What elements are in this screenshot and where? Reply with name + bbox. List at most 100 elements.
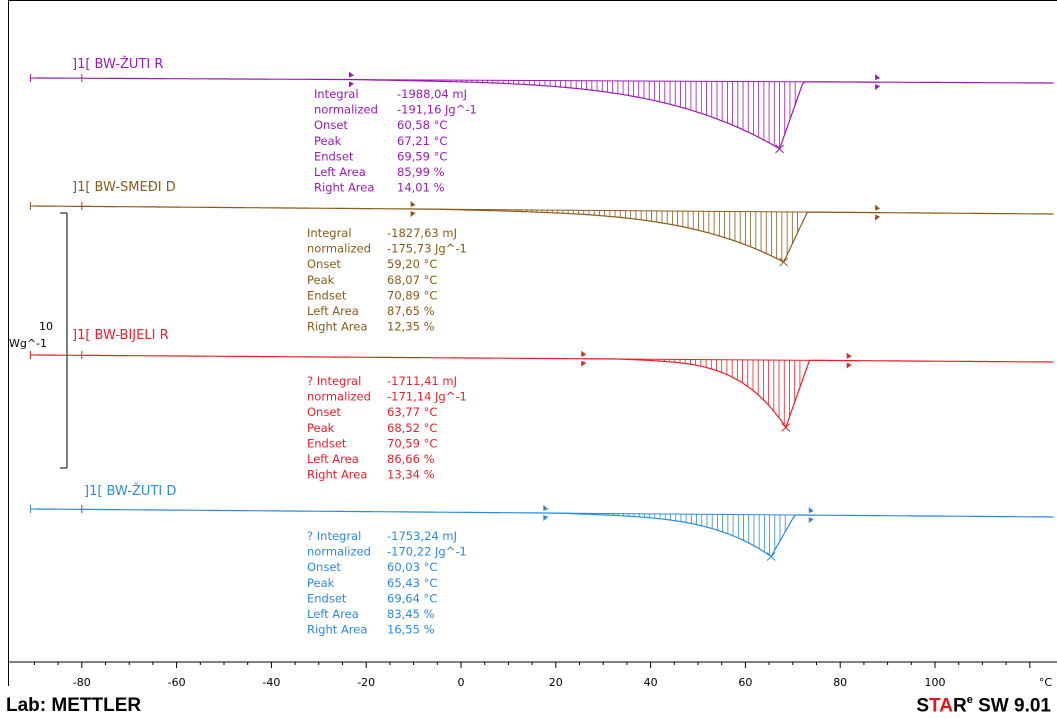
result-value: 70,89 °C (387, 288, 437, 302)
result-label: Endset (307, 591, 347, 605)
result-value: 83,45 % (387, 607, 435, 621)
result-value: -170,22 Jg^-1 (387, 545, 467, 559)
dsc-curve (34, 508, 1054, 557)
result-label: normalized (314, 103, 378, 117)
limit-marker (410, 200, 416, 217)
limit-marker (581, 350, 587, 367)
result-value: 63,77 °C (387, 405, 437, 419)
integration-baseline (351, 79, 879, 83)
result-value: -175,73 Jg^-1 (387, 242, 467, 256)
x-tick-label: 60 (738, 676, 752, 689)
x-tick-label: 100 (925, 676, 946, 689)
x-tick-label: 40 (644, 676, 658, 689)
result-value: -191,16 Jg^-1 (397, 103, 477, 117)
result-label: Onset (314, 118, 348, 132)
dsc-curve (34, 205, 1054, 263)
lab-label: Lab: METTLER (6, 695, 142, 716)
result-value: 12,35 % (387, 320, 435, 334)
result-label: ? Integral (307, 374, 361, 388)
result-value: 68,07 °C (387, 273, 437, 287)
limit-marker (875, 204, 881, 221)
result-value: -1827,63 mJ (387, 226, 457, 240)
result-label: Right Area (307, 623, 367, 637)
result-label: Left Area (307, 452, 359, 466)
curve-label: ]1[ BW-SMEĐI D (72, 180, 176, 195)
result-value: 13,34 % (387, 468, 435, 482)
x-tick-label: -20 (357, 676, 375, 689)
result-value: 14,01 % (397, 181, 445, 195)
brand-sup: e (966, 694, 973, 706)
dsc-chart: -80 -60 -40 -20 0 20 40 60 80 100 °C 10 Wg^-1]1[ BW-… (8, 56, 1057, 689)
x-tick-label: 80 (833, 676, 847, 689)
curve-label: ]1[ BW-ŽUTI D (84, 483, 176, 499)
integration-baseline (546, 512, 812, 516)
result-label: Peak (307, 576, 335, 590)
result-label: Peak (307, 273, 335, 287)
result-label: Right Area (307, 320, 367, 334)
result-label: ? Integral (307, 529, 361, 543)
result-label: normalized (307, 545, 371, 559)
result-value: 85,99 % (397, 165, 445, 179)
peak-marker (775, 144, 784, 154)
peak-marker (781, 423, 791, 432)
result-label: Left Area (314, 165, 366, 179)
limit-marker (348, 71, 354, 88)
result-value: -1988,04 mJ (397, 87, 467, 101)
curve-label: ]1[ BW-ŽUTI R (72, 56, 163, 72)
result-value: 70,59 °C (387, 436, 437, 450)
x-tick-label: -40 (262, 676, 280, 689)
result-label: Left Area (307, 607, 359, 621)
result-value: -1753,24 mJ (387, 529, 457, 543)
result-value: 67,21 °C (397, 134, 447, 148)
result-value: 69,64 °C (387, 591, 437, 605)
result-value: 60,03 °C (387, 560, 437, 574)
limit-marker (875, 74, 881, 91)
result-value: -171,14 Jg^-1 (387, 390, 467, 404)
plot-frame (8, 0, 1057, 686)
x-axis-unit: °C (1039, 676, 1053, 689)
peak-marker (766, 552, 776, 561)
brand-a: A (939, 695, 953, 717)
x-tick-label: -80 (73, 676, 91, 689)
peak-marker (779, 257, 789, 267)
result-label: Onset (307, 560, 341, 574)
result-label: Integral (307, 226, 352, 240)
result-value: 59,20 °C (387, 257, 437, 271)
result-value: 60,58 °C (397, 118, 447, 132)
integration-baseline (413, 208, 879, 214)
brand-t: T (929, 695, 940, 717)
limit-marker (543, 505, 549, 522)
result-value: 65,43 °C (387, 576, 437, 590)
star-brand: STARe SW 9.01 (916, 694, 1051, 717)
result-value: 86,66 % (387, 452, 435, 466)
brand-tail: SW 9.01 (972, 695, 1051, 717)
result-label: Left Area (307, 304, 359, 318)
result-value: 16,55 % (387, 623, 435, 637)
result-label: Right Area (307, 468, 367, 482)
result-label: Endset (314, 149, 354, 163)
result-label: Peak (314, 134, 342, 148)
limit-marker (846, 352, 852, 369)
result-value: 69,59 °C (397, 149, 447, 163)
result-label: normalized (307, 242, 371, 256)
brand-r: R (952, 695, 967, 717)
result-label: Right Area (314, 181, 374, 195)
result-value: -1711,41 mJ (387, 374, 457, 388)
y-scale-value: 10 (39, 320, 53, 333)
curve-label: ]1[ BW-BIJELI R (72, 328, 169, 343)
brand-s: S (916, 695, 930, 717)
result-label: Endset (307, 436, 347, 450)
x-tick-label: 0 (458, 676, 465, 689)
limit-marker (808, 507, 814, 524)
result-value: 68,52 °C (387, 421, 437, 435)
result-label: Integral (314, 87, 359, 101)
result-label: Onset (307, 405, 341, 419)
dsc-curve (34, 77, 1054, 150)
dsc-curve (34, 354, 1054, 429)
result-value: 87,65 % (387, 304, 435, 318)
result-label: normalized (307, 390, 371, 404)
result-label: Endset (307, 288, 347, 302)
result-label: Peak (307, 421, 335, 435)
x-tick-label: 20 (549, 676, 563, 689)
result-label: Onset (307, 257, 341, 271)
